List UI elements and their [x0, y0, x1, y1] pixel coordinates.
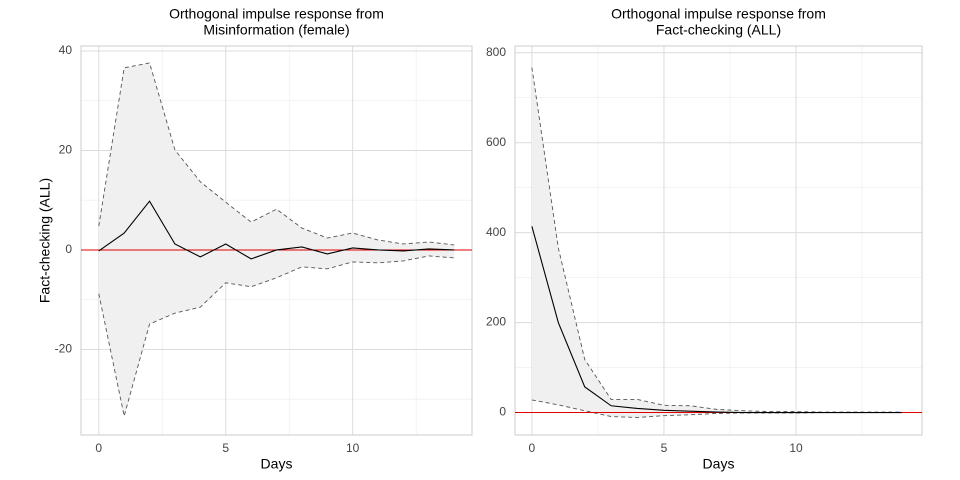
y-tick-label: -20	[55, 342, 73, 356]
x-tick-label: 0	[529, 441, 536, 455]
panel-border	[80, 45, 473, 436]
chart-title: Misinformation (female)	[203, 22, 349, 38]
x-axis-label: Days	[261, 456, 293, 472]
y-tick-label: 40	[59, 43, 73, 57]
x-tick-label: 5	[222, 441, 229, 455]
x-tick-label: 0	[95, 441, 102, 455]
y-tick-label: 0	[499, 405, 506, 419]
confidence-band	[98, 62, 455, 417]
y-tick-label: 0	[65, 242, 72, 256]
y-axis-label: Fact-checking (ALL)	[37, 178, 53, 303]
y-tick-label: 800	[486, 45, 506, 59]
chart-title: Orthogonal impulse response from	[611, 6, 826, 22]
band-lower	[98, 255, 455, 417]
y-tick-label: 20	[59, 143, 73, 157]
x-tick-label: 10	[789, 441, 803, 455]
chart-title: Fact-checking (ALL)	[656, 22, 781, 38]
response-line	[98, 200, 455, 260]
band-upper	[531, 67, 902, 413]
confidence-band	[531, 67, 902, 418]
panel-border	[514, 45, 923, 436]
y-tick-label: 400	[486, 225, 506, 239]
x-tick-label: 5	[661, 441, 668, 455]
x-axis-label: Days	[703, 456, 735, 472]
response-line	[531, 226, 902, 414]
y-tick-label: 200	[486, 315, 506, 329]
band-upper	[98, 62, 455, 246]
x-tick-label: 10	[346, 441, 360, 455]
y-tick-label: 600	[486, 135, 506, 149]
chart-title: Orthogonal impulse response from	[169, 6, 384, 22]
